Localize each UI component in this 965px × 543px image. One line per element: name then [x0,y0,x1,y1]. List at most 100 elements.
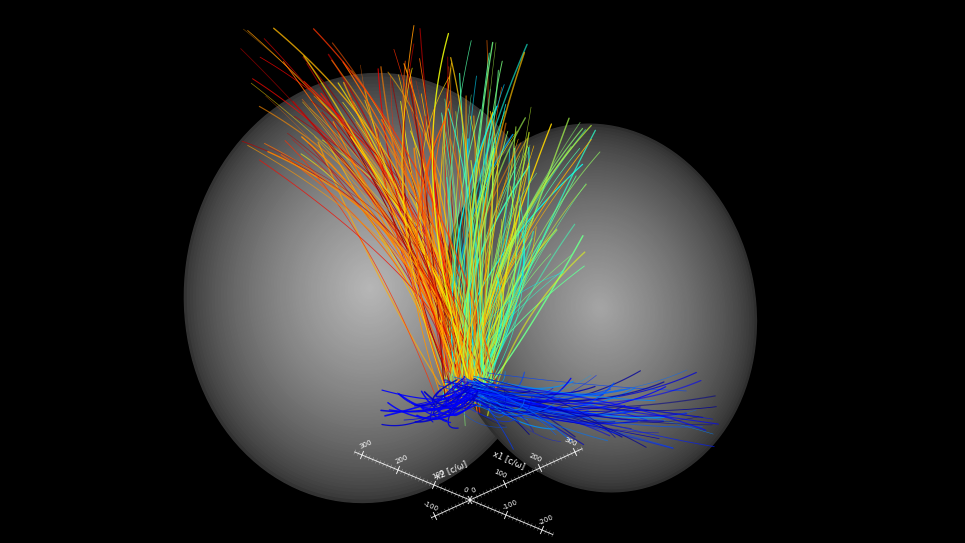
Ellipse shape [295,202,444,374]
Ellipse shape [446,127,754,489]
Ellipse shape [302,210,438,367]
Ellipse shape [339,252,400,324]
Ellipse shape [218,113,522,463]
Ellipse shape [564,265,637,351]
Ellipse shape [330,242,410,334]
Ellipse shape [197,88,543,488]
Ellipse shape [576,280,623,336]
Ellipse shape [194,84,546,492]
Ellipse shape [243,142,497,434]
Ellipse shape [561,262,639,354]
Ellipse shape [535,231,665,384]
Ellipse shape [496,186,704,431]
Ellipse shape [231,127,510,449]
Ellipse shape [490,179,709,437]
Ellipse shape [317,227,423,349]
Ellipse shape [327,238,413,338]
Ellipse shape [454,136,746,479]
Ellipse shape [274,177,466,399]
Ellipse shape [550,250,649,366]
Ellipse shape [358,274,382,302]
Ellipse shape [470,155,731,461]
Ellipse shape [336,249,404,327]
Ellipse shape [542,241,657,375]
Text: 0: 0 [471,487,478,494]
Ellipse shape [305,213,435,363]
Ellipse shape [187,77,553,499]
Ellipse shape [464,149,735,468]
Ellipse shape [262,163,479,413]
Ellipse shape [209,102,531,474]
Ellipse shape [277,181,463,395]
Ellipse shape [253,152,487,424]
Text: x1 [c/ω]: x1 [c/ω] [491,449,526,471]
Ellipse shape [259,159,482,416]
Ellipse shape [351,267,389,310]
Ellipse shape [264,167,475,409]
Ellipse shape [190,81,549,495]
Ellipse shape [527,222,673,394]
Ellipse shape [597,305,602,311]
Ellipse shape [200,91,540,484]
Ellipse shape [287,192,454,384]
Ellipse shape [203,95,538,481]
Ellipse shape [488,176,712,440]
Ellipse shape [290,195,451,381]
Ellipse shape [594,302,605,314]
Ellipse shape [516,210,683,406]
Ellipse shape [545,244,654,372]
Ellipse shape [530,225,671,391]
Ellipse shape [271,174,469,402]
Ellipse shape [345,260,395,317]
Ellipse shape [579,283,620,332]
Ellipse shape [215,109,525,467]
Ellipse shape [509,201,691,415]
Ellipse shape [467,151,733,464]
Ellipse shape [361,277,379,299]
Ellipse shape [364,281,376,295]
Ellipse shape [566,268,634,348]
Ellipse shape [308,217,432,359]
Ellipse shape [299,206,441,370]
Ellipse shape [540,237,660,378]
Text: -100: -100 [422,500,439,512]
Ellipse shape [498,188,702,427]
Ellipse shape [501,192,699,425]
Ellipse shape [462,146,738,470]
Ellipse shape [533,229,668,388]
Ellipse shape [225,120,515,456]
Ellipse shape [519,213,681,403]
Ellipse shape [480,167,720,449]
Ellipse shape [292,199,448,377]
Text: -100: -100 [502,499,519,511]
Ellipse shape [312,220,428,356]
Ellipse shape [493,182,707,434]
Ellipse shape [444,124,757,492]
Ellipse shape [524,219,675,397]
Ellipse shape [207,99,534,477]
Ellipse shape [485,173,715,443]
Ellipse shape [184,73,556,502]
Ellipse shape [240,138,500,438]
Ellipse shape [459,143,741,473]
Text: 200: 200 [528,453,543,464]
Ellipse shape [249,149,490,427]
Ellipse shape [571,274,628,342]
Ellipse shape [456,140,743,477]
Ellipse shape [234,131,506,445]
Ellipse shape [548,247,652,369]
Ellipse shape [507,198,694,418]
Ellipse shape [320,231,420,345]
Ellipse shape [354,270,385,306]
Ellipse shape [511,204,689,412]
Text: 100: 100 [493,469,508,479]
Ellipse shape [522,216,678,400]
Text: -200: -200 [538,514,555,526]
Ellipse shape [280,184,459,392]
Ellipse shape [514,207,686,409]
Ellipse shape [452,134,749,483]
Ellipse shape [553,253,647,363]
Text: 300: 300 [359,439,373,450]
Ellipse shape [587,293,613,323]
Ellipse shape [585,289,616,326]
